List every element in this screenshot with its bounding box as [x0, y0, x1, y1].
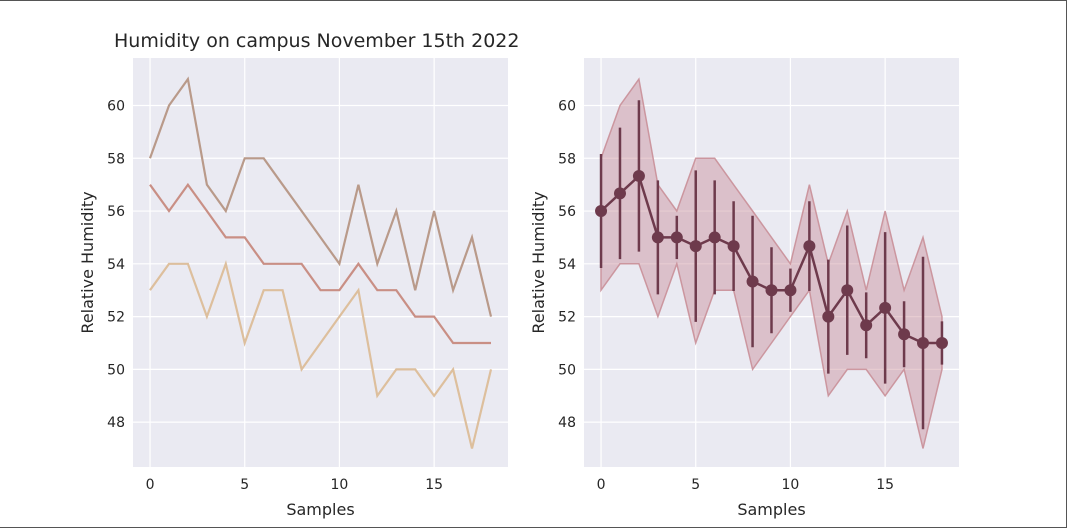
mean-point	[689, 240, 702, 253]
mean-point	[935, 336, 948, 349]
y-tick-label: 54	[558, 257, 576, 273]
series-line-3	[149, 259, 493, 449]
y-tick-label: 54	[107, 257, 125, 273]
y-axis-label: Relative Humidity	[78, 191, 97, 333]
y-tick-label: 60	[558, 98, 576, 114]
mean-point	[670, 231, 683, 244]
x-axis-label: Samples	[286, 500, 354, 519]
series-line-2	[149, 182, 491, 345]
y-tick-label: 58	[558, 151, 576, 167]
y-tick-label: 56	[107, 204, 125, 220]
y-tick-label: 50	[107, 362, 125, 378]
panel-2: 0 5 10 15 48 50 52 54 56 58 60 Samples Relative Humi…	[529, 58, 959, 519]
mean-point	[841, 284, 854, 297]
mean-point	[746, 275, 759, 288]
x-tick-label: 10	[331, 477, 349, 493]
y-tick-label: 48	[558, 415, 576, 431]
series-line-1	[148, 76, 493, 317]
mean-point	[765, 284, 778, 297]
mean-point	[898, 328, 911, 341]
y-tick-label: 58	[107, 151, 125, 167]
x-tick-label: 10	[782, 477, 800, 493]
chart-title: Humidity on campus November 15th 2022	[114, 30, 519, 52]
mean-point	[651, 231, 664, 244]
x-axis-label: Samples	[737, 500, 805, 519]
mean-point	[917, 336, 930, 349]
mean-point	[708, 231, 721, 244]
x-tick-label: 5	[691, 477, 700, 493]
y-axis-label: Relative Humidity	[529, 191, 548, 333]
y-tick-label: 52	[107, 310, 125, 326]
mean-point	[879, 301, 892, 314]
y-tick-label: 48	[107, 415, 125, 431]
mean-point	[613, 187, 626, 200]
y-tick-label: 60	[107, 98, 125, 114]
y-tick-label: 50	[558, 362, 576, 378]
y-tick-label: 52	[558, 310, 576, 326]
x-tick-label: 5	[240, 477, 249, 493]
mean-point	[803, 240, 816, 253]
x-tick-label: 0	[146, 477, 155, 493]
mean-point	[822, 310, 835, 323]
mean-point	[727, 240, 740, 253]
mean-point	[784, 284, 797, 297]
x-tick-label: 15	[876, 477, 894, 493]
plot-area	[133, 58, 508, 467]
x-tick-label: 0	[597, 477, 606, 493]
x-tick-label: 15	[425, 477, 443, 493]
panel-1: 0 5 10 15 48 50 52 54 56 58 60 Samples Relative Humi…	[78, 58, 508, 519]
mean-point	[595, 205, 608, 218]
mean-point	[860, 319, 873, 332]
mean-point	[632, 169, 645, 182]
y-tick-label: 56	[558, 204, 576, 220]
